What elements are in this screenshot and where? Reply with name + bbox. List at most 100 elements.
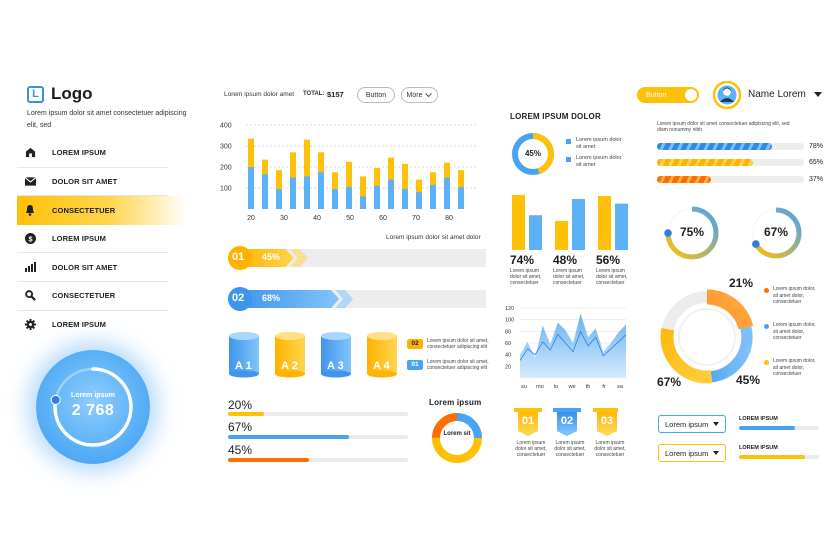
gauge-67 xyxy=(750,207,802,259)
avatar[interactable] xyxy=(713,81,741,109)
arrow-progress-caption: Lorem ipsum dolor sit amet dolor xyxy=(386,234,481,241)
cylinder-a2 xyxy=(275,332,305,378)
right-progress-fill xyxy=(657,143,772,150)
gauge-pct: 67% xyxy=(763,225,789,239)
sidebar-item-label: DOLOR SIT AMET xyxy=(52,176,118,186)
arrow-progress-pct: 45% xyxy=(262,252,281,262)
right-progress-pct: 65% xyxy=(809,159,824,166)
bar-yellow xyxy=(304,139,310,209)
arrow-progress-02 xyxy=(228,287,486,311)
bar-yellow xyxy=(360,176,366,209)
hbar-fill xyxy=(228,458,309,462)
mid-bar-blue xyxy=(615,203,628,250)
bar-blue xyxy=(262,174,268,209)
middle-bar-caption: Lorem ipsum dolor sit amet, consectetuer xyxy=(510,268,542,286)
x-tick-label: sa xyxy=(617,384,624,390)
dropdown-1[interactable]: Lorem ipsum xyxy=(658,415,726,433)
chevron-down-icon[interactable] xyxy=(814,92,822,98)
cylinder-label: A 4 xyxy=(373,360,390,372)
gear-icon xyxy=(17,319,43,331)
right-progress-fill xyxy=(657,176,712,183)
x-tick-label: we xyxy=(567,384,575,390)
x-tick-label: 50 xyxy=(346,215,354,222)
legend-dot xyxy=(764,360,769,365)
more-dropdown[interactable]: More xyxy=(401,87,438,103)
hbar-track xyxy=(228,458,408,462)
arrow-chevron xyxy=(335,290,354,308)
hbar-pct: 45% xyxy=(228,443,253,457)
right-progress-track xyxy=(657,176,804,183)
hbar-track xyxy=(228,412,408,416)
bar-blue xyxy=(458,186,464,209)
sidebar-item-lorem-ipsum-3[interactable]: LOREM IPSUM xyxy=(17,311,168,340)
tag-01: 01 xyxy=(518,410,538,432)
gauge-75 xyxy=(664,206,719,260)
header-button-label: Button xyxy=(365,91,387,99)
sidebar-nav: LOREM IPSUM DOLOR SIT AMET CONSECTETUER … xyxy=(17,139,187,339)
legend-dot xyxy=(764,288,769,293)
gauge-arc xyxy=(750,207,802,259)
toggle-label: Button xyxy=(646,91,667,99)
dropdown-label: LOREM IPSUM xyxy=(739,445,778,451)
x-tick-label: fr xyxy=(602,384,606,390)
sidebar-item-label: LOREM IPSUM xyxy=(52,320,107,330)
bar-blue xyxy=(346,186,352,209)
user-name[interactable]: Name Lorem xyxy=(748,89,806,100)
x-tick-label: 30 xyxy=(280,215,288,222)
middle-donut-pct: 45% xyxy=(524,149,541,158)
middle-bar-pct: 56% xyxy=(596,253,621,267)
hbar-fill xyxy=(228,412,264,416)
y-tick-label: 40 xyxy=(505,353,511,359)
cylinder-group xyxy=(229,332,397,378)
tag-text: Lorem ipsum dolor sit amet, consectetuer xyxy=(554,440,586,458)
y-tick-label: 100 xyxy=(505,318,514,324)
header-button[interactable]: Button xyxy=(357,87,395,103)
y-tick-label: 200 xyxy=(220,165,232,172)
middle-donut xyxy=(512,133,554,175)
chevron-down-icon xyxy=(713,422,719,426)
cylinder-legend-num: 01 xyxy=(407,360,423,370)
hbar-pct: 20% xyxy=(228,398,253,412)
bar-blue xyxy=(402,189,408,209)
tag-03: 03 xyxy=(597,410,617,432)
big-donut xyxy=(659,289,755,385)
total-label: TOTAL: xyxy=(303,91,325,97)
sidebar-item-dolor-sit-amet-2[interactable]: DOLOR SIT AMET xyxy=(17,253,168,282)
hbar-fill xyxy=(228,435,349,439)
small-donut xyxy=(432,413,482,463)
arrow-progress-num: 02 xyxy=(232,292,245,304)
y-tick-label: 60 xyxy=(505,341,511,347)
toggle-button[interactable]: Button xyxy=(637,87,699,103)
x-tick-label: 40 xyxy=(313,215,321,222)
chevron-down-icon xyxy=(713,451,719,455)
bar-blue xyxy=(416,192,422,209)
gauge-knob xyxy=(664,229,672,237)
dollar-icon: $ xyxy=(17,233,43,245)
small-donut-title: Lorem ipsum xyxy=(429,398,482,407)
tag-text: Lorem ipsum dolor sit amet, consectetuer xyxy=(515,440,547,458)
cylinder-legend-text: Lorem ipsum dolor sit amet, consectetuer… xyxy=(427,359,489,371)
x-tick-label: 70 xyxy=(412,215,420,222)
sidebar-item-lorem-ipsum[interactable]: LOREM IPSUM xyxy=(17,139,168,168)
mail-icon xyxy=(17,176,43,186)
bar-yellow xyxy=(346,161,352,209)
sidebar-item-dolor-sit-amet[interactable]: DOLOR SIT AMET xyxy=(17,168,168,197)
sidebar-item-label: LOREM IPSUM xyxy=(52,148,107,158)
arrow-chevron xyxy=(289,249,308,267)
summary-gauge-value: 2 768 xyxy=(71,402,115,419)
gauge-knob xyxy=(752,240,760,248)
sidebar-item-lorem-ipsum-2[interactable]: $ LOREM IPSUM xyxy=(17,225,168,254)
sidebar-item-label: CONSECTETUER xyxy=(52,205,116,215)
x-tick-label: 60 xyxy=(379,215,387,222)
dropdown-2[interactable]: Lorem ipsum xyxy=(658,444,726,462)
hbar-track xyxy=(228,435,408,439)
bar-blue xyxy=(276,189,282,209)
sidebar-item-consectetuer[interactable]: CONSECTETUER xyxy=(17,196,187,225)
mid-bar-blue xyxy=(529,215,542,250)
legend-swatch xyxy=(566,157,571,162)
bar-blue xyxy=(332,189,338,209)
big-donut-legend: Lorem ipsum dolor, sit amet dolor, conse… xyxy=(773,286,816,305)
y-tick-label: 120 xyxy=(505,306,514,312)
sidebar-item-consectetuer-2[interactable]: CONSECTETUER xyxy=(17,282,168,311)
logo-icon: L xyxy=(27,86,44,103)
